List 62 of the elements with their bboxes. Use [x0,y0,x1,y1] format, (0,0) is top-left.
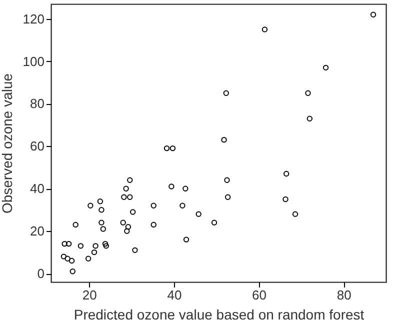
point [164,145,170,152]
point [92,243,98,249]
point [98,220,104,226]
y-tick-label: 120 [22,11,44,26]
y-tick-label: 60 [30,138,44,154]
point [130,209,136,215]
point [97,198,104,204]
point [282,196,288,202]
point [72,222,78,228]
point [85,256,92,262]
point [224,177,230,183]
point [66,240,72,247]
point [322,64,329,71]
point [127,177,133,183]
point [180,202,186,208]
x-tick-label: 80 [336,288,352,302]
point [150,222,156,228]
y-tick-label: 100 [22,54,44,69]
point [121,194,127,200]
point [292,211,298,217]
point [103,243,109,249]
point [170,145,176,152]
point [284,170,290,177]
x-tick-label: 60 [252,288,267,302]
x-tick-label: 40 [167,288,182,302]
y-tick-label: 80 [30,96,44,112]
point [224,194,231,200]
point [196,211,202,217]
x-axis-title: Predicted ozone value based on random forest [74,306,364,322]
x-tick-label: 20 [82,288,97,302]
point [62,240,68,247]
point [223,90,229,96]
point [98,207,104,213]
point [91,249,98,256]
point [262,26,268,32]
y-tick-label: 20 [30,224,44,239]
point [68,258,75,264]
point [150,202,156,208]
point [305,90,311,96]
point [168,184,174,190]
y-tick-label: 0 [37,266,44,282]
point [125,224,132,230]
y-tick-label: 40 [30,181,44,196]
point [124,228,130,234]
point [64,256,70,262]
point [132,247,138,254]
point [88,202,94,208]
point [120,220,126,226]
point [127,194,133,200]
point [123,186,129,192]
point [183,236,190,242]
point [70,268,76,274]
point [100,226,106,232]
point [211,220,218,226]
point [102,240,108,247]
point [78,243,84,249]
point [306,116,313,122]
y-axis-title: Observed ozone value [0,73,15,214]
point [182,186,188,192]
point [60,254,67,260]
point [370,12,376,18]
point [221,136,227,143]
